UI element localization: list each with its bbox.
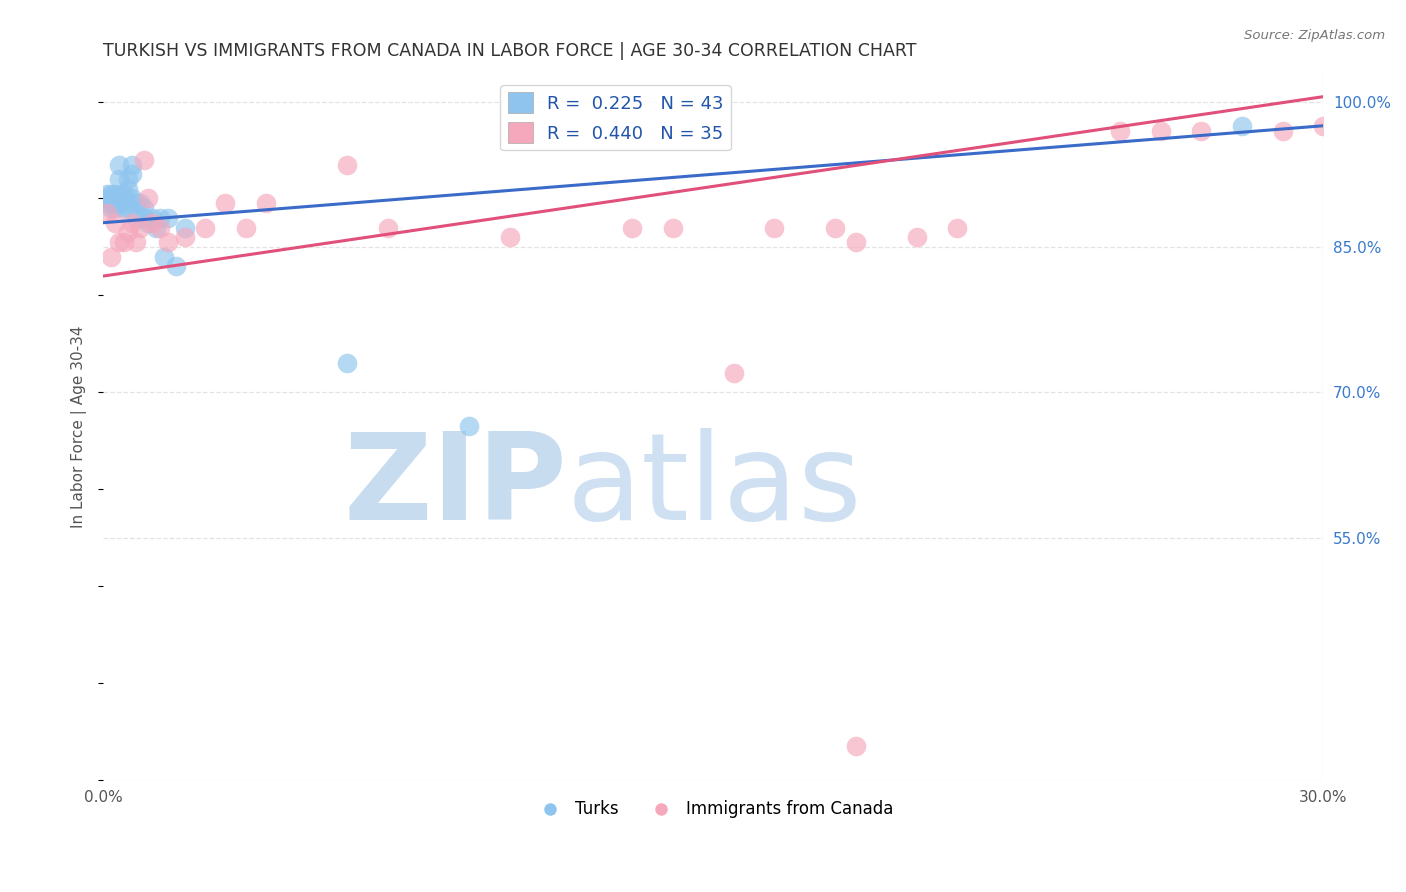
Text: ZIP: ZIP	[343, 428, 567, 545]
Point	[377, 220, 399, 235]
Point	[194, 220, 217, 235]
Text: Source: ZipAtlas.com: Source: ZipAtlas.com	[1244, 29, 1385, 42]
Point	[108, 192, 131, 206]
Point	[845, 235, 868, 249]
Point	[112, 196, 135, 211]
Point	[104, 196, 127, 211]
Point	[661, 220, 683, 235]
Point	[149, 220, 172, 235]
Point	[108, 235, 131, 249]
Point	[157, 235, 180, 249]
Point	[96, 192, 118, 206]
Point	[763, 220, 786, 235]
Point	[141, 211, 163, 225]
Point	[1230, 119, 1253, 133]
Point	[112, 192, 135, 206]
Point	[128, 220, 150, 235]
Point	[1109, 123, 1132, 137]
Point	[824, 220, 846, 235]
Y-axis label: In Labor Force | Age 30-34: In Labor Force | Age 30-34	[72, 325, 87, 527]
Point	[1271, 123, 1294, 137]
Point	[104, 192, 127, 206]
Point	[121, 157, 143, 171]
Point	[112, 201, 135, 215]
Point	[723, 366, 745, 380]
Point	[108, 172, 131, 186]
Point	[214, 196, 236, 211]
Point	[336, 157, 359, 171]
Point	[132, 153, 155, 167]
Point	[96, 186, 118, 201]
Point	[157, 211, 180, 225]
Point	[254, 196, 277, 211]
Point	[165, 260, 187, 274]
Point	[121, 216, 143, 230]
Point	[141, 216, 163, 230]
Point	[125, 211, 148, 225]
Point	[132, 211, 155, 225]
Legend: Turks, Immigrants from Canada: Turks, Immigrants from Canada	[527, 794, 900, 825]
Point	[153, 250, 176, 264]
Point	[620, 220, 643, 235]
Point	[145, 220, 167, 235]
Point	[117, 201, 139, 215]
Point	[235, 220, 257, 235]
Point	[100, 192, 122, 206]
Point	[96, 206, 118, 220]
Point	[128, 196, 150, 211]
Point	[100, 196, 122, 211]
Point	[136, 216, 159, 230]
Point	[104, 216, 127, 230]
Point	[136, 192, 159, 206]
Point	[499, 230, 522, 244]
Point	[905, 230, 928, 244]
Point	[104, 196, 127, 211]
Point	[946, 220, 969, 235]
Point	[112, 186, 135, 201]
Point	[458, 419, 481, 434]
Text: TURKISH VS IMMIGRANTS FROM CANADA IN LABOR FORCE | AGE 30-34 CORRELATION CHART: TURKISH VS IMMIGRANTS FROM CANADA IN LAB…	[103, 42, 917, 60]
Point	[100, 201, 122, 215]
Point	[108, 196, 131, 211]
Point	[121, 167, 143, 181]
Point	[1312, 119, 1334, 133]
Point	[121, 192, 143, 206]
Point	[1189, 123, 1212, 137]
Point	[125, 196, 148, 211]
Point	[96, 196, 118, 211]
Point	[173, 230, 195, 244]
Point	[336, 356, 359, 370]
Point	[108, 196, 131, 211]
Point	[149, 211, 172, 225]
Point	[112, 235, 135, 249]
Point	[108, 157, 131, 171]
Point	[1149, 123, 1171, 137]
Point	[125, 235, 148, 249]
Point	[117, 172, 139, 186]
Point	[173, 220, 195, 235]
Point	[117, 226, 139, 240]
Point	[100, 250, 122, 264]
Point	[117, 182, 139, 196]
Point	[100, 186, 122, 201]
Point	[845, 739, 868, 754]
Text: atlas: atlas	[567, 428, 862, 545]
Point	[104, 186, 127, 201]
Point	[104, 201, 127, 215]
Point	[132, 201, 155, 215]
